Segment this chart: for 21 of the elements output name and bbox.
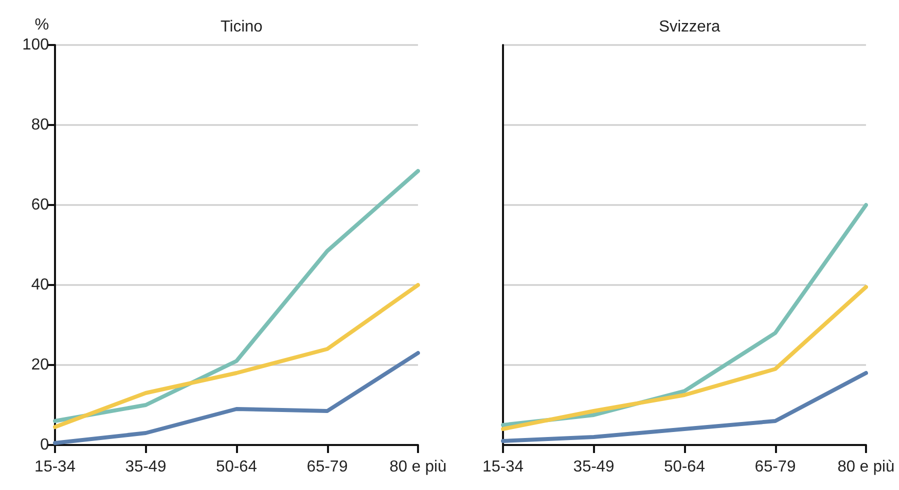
y-tick-label: 100	[22, 36, 50, 54]
y-tick-label: 0	[40, 436, 50, 454]
y-tick-label: 80	[31, 116, 50, 134]
x-tick-label: 80 e più	[390, 458, 446, 476]
chart-title: Ticino	[220, 18, 263, 36]
line-series	[53, 283, 420, 429]
x-tick-label: 50-64	[216, 458, 258, 476]
y-tick-label: 60	[31, 196, 50, 214]
x-tick-label: 65-79	[306, 458, 348, 476]
x-tick-label: 80 e più	[838, 458, 894, 476]
y-tick-label: 40	[31, 276, 50, 294]
x-tick-label: 15-34	[34, 458, 76, 476]
x-tick-label: 50-64	[664, 458, 706, 476]
line-series	[53, 169, 420, 423]
x-tick-label: 65-79	[754, 458, 796, 476]
y-tick-label: 20	[31, 356, 50, 374]
x-tick-label: 15-34	[482, 458, 524, 476]
x-tick-label: 35-49	[125, 458, 166, 476]
x-tick-label: 35-49	[573, 458, 614, 476]
y-axis-title: %	[34, 16, 49, 34]
chart-title: Svizzera	[658, 18, 720, 36]
